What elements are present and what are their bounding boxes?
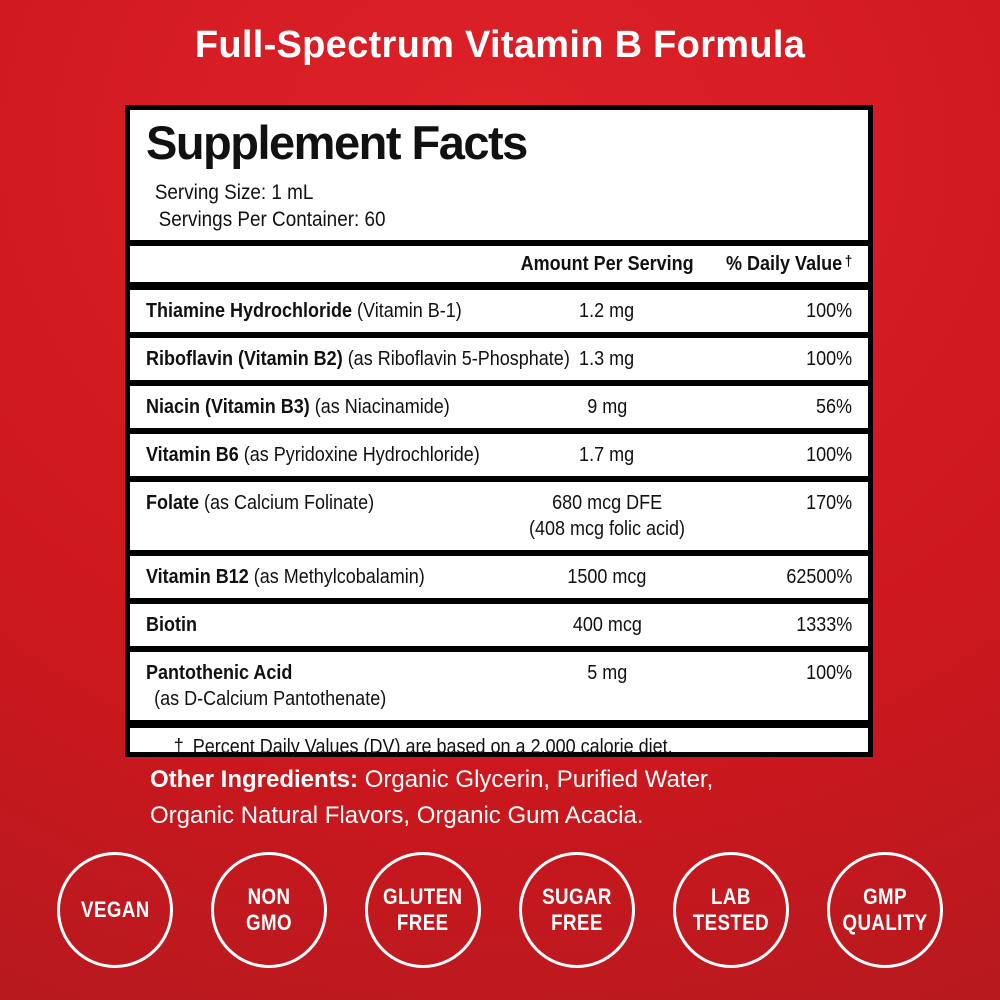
nutrient-daily-value: 100% [805, 444, 852, 467]
nutrient-amount: 1.2 mg [579, 300, 635, 323]
separator [130, 598, 868, 605]
nutrient-name: Biotin [146, 612, 502, 638]
nutrient-daily-value: 100% [805, 662, 852, 685]
nutrient-name-bold: Folate [146, 492, 200, 515]
nutrient-daily-value: 170% [805, 492, 852, 515]
supplement-facts-panel: Supplement Facts Serving Size: 1 mL Serv… [125, 105, 873, 758]
nutrient-amount: 1500 mcg [567, 566, 647, 589]
separator [130, 380, 868, 387]
nutrient-name: Pantothenic Acid (as D-Calcium Pantothena… [146, 660, 502, 712]
serving-info: Serving Size: 1 mL Servings Per Containe… [146, 180, 852, 233]
nutrient-row-vitamin-b12: Vitamin B12 (as Methylcobalamin) 1500 mc… [130, 556, 868, 598]
nutrient-amount-line2: (408 mcg folic acid) [528, 518, 686, 541]
separator [130, 646, 868, 653]
supplement-facts-title: Supplement Facts [146, 116, 528, 169]
separator [130, 282, 868, 291]
badge-lab-tested: LAB TESTED [673, 852, 789, 968]
nutrient-amount: 1.7 mg [579, 444, 635, 467]
nutrient-name-bold: Riboflavin (Vitamin B2) [146, 348, 343, 371]
nutrient-name-bold: Thiamine Hydrochloride [146, 300, 353, 323]
nutrient-daily-value: 100% [805, 300, 852, 323]
separator [130, 332, 868, 339]
nutrient-amount: 680 mcg DFE (408 mcg folic acid) [502, 490, 712, 542]
nutrient-name-detail: (as Pyridoxine Hydrochloride) [238, 444, 480, 467]
nutrient-row-biotin: Biotin 400 mcg 1333% [130, 604, 868, 646]
nutrient-daily-value: 62500% [785, 566, 852, 589]
separator [130, 240, 868, 247]
dagger-icon: † [173, 736, 184, 759]
header-amount-per-serving: Amount Per Serving [520, 253, 694, 276]
nutrient-row-thiamine: Thiamine Hydrochloride (Vitamin B-1) 1.2… [130, 290, 868, 332]
nutrient-amount: 9 mg [586, 396, 628, 419]
nutrient-name-detail: (Vitamin B-1) [352, 300, 462, 323]
nutrient-daily-value: 100% [805, 348, 852, 371]
badge-gluten-free: GLUTEN FREE [365, 852, 481, 968]
nutrient-name: Thiamine Hydrochloride (Vitamin B-1) [146, 298, 502, 324]
nutrient-amount: 400 mcg [572, 614, 642, 637]
table-header-row: Amount Per Serving % Daily Value † [130, 246, 868, 282]
other-ingredients-line1: Other Ingredients: Organic Glycerin, Pur… [150, 766, 714, 793]
serving-size: Serving Size: 1 mL [154, 181, 314, 205]
daily-value-footnote: † Percent Daily Values (DV) are based on … [130, 728, 868, 767]
nutrient-name-bold: Vitamin B6 [146, 444, 239, 467]
separator [130, 550, 868, 557]
nutrient-row-riboflavin: Riboflavin (Vitamin B2) (as Riboflavin 5… [130, 338, 868, 380]
page-title: Full-Spectrum Vitamin B Formula [194, 24, 806, 66]
badge-sugar-free: SUGAR FREE [519, 852, 635, 968]
servings-per-container: Servings Per Container: 60 [158, 207, 386, 231]
nutrient-name-bold: Niacin (Vitamin B3) [146, 396, 310, 419]
nutrient-row-folate: Folate (as Calcium Folinate) 680 mcg DFE… [130, 482, 868, 550]
nutrient-name: Niacin (Vitamin B3) (as Niacinamide) [146, 394, 502, 420]
badge-row: VEGAN NON GMO GLUTEN FREE SUGAR FREE LAB TES… [0, 852, 1000, 968]
footnote-text: Percent Daily Values (DV) are based on a… [192, 736, 673, 759]
nutrient-name-line2: (as D-Calcium Pantothenate) [154, 688, 387, 711]
header-percent-daily-value: % Daily Value † [726, 253, 853, 276]
nutrient-amount: 5 mg [586, 662, 628, 685]
nutrient-row-niacin: Niacin (Vitamin B3) (as Niacinamide) 9 m… [130, 386, 868, 428]
nutrient-daily-value: 56% [815, 396, 852, 419]
other-ingredients-label: Other Ingredients: [150, 766, 359, 793]
nutrient-name-detail: (as Riboflavin 5-Phosphate) [342, 348, 570, 371]
other-ingredients-line2: Organic Natural Flavors, Organic Gum Aca… [150, 802, 644, 829]
nutrient-daily-value: 1333% [795, 614, 852, 637]
nutrient-name-detail: (as Niacinamide) [309, 396, 450, 419]
nutrient-name: Vitamin B6 (as Pyridoxine Hydrochloride) [146, 442, 502, 468]
nutrient-row-vitamin-b6: Vitamin B6 (as Pyridoxine Hydrochloride)… [130, 434, 868, 476]
separator [130, 720, 868, 729]
nutrient-name: Folate (as Calcium Folinate) [146, 490, 502, 516]
nutrient-name-detail: (as Calcium Folinate) [199, 492, 375, 515]
badge-non-gmo: NON GMO [211, 852, 327, 968]
nutrient-name: Riboflavin (Vitamin B2) (as Riboflavin 5… [146, 346, 570, 372]
nutrient-name-bold: Pantothenic Acid [146, 662, 293, 685]
separator [130, 476, 868, 483]
dagger-icon: † [844, 253, 853, 271]
separator [130, 428, 868, 435]
nutrient-name: Vitamin B12 (as Methylcobalamin) [146, 564, 502, 590]
badge-gmp-quality: GMP QUALITY [827, 852, 943, 968]
other-ingredients: Other Ingredients: Organic Glycerin, Pur… [150, 762, 870, 834]
badge-vegan: VEGAN [57, 852, 173, 968]
nutrient-name-bold: Biotin [146, 614, 197, 637]
nutrient-name-bold: Vitamin B12 [146, 566, 249, 589]
nutrient-name-detail: (as Methylcobalamin) [248, 566, 425, 589]
nutrient-row-pantothenic-acid: Pantothenic Acid (as D-Calcium Pantothena… [130, 652, 868, 720]
nutrient-amount: 1.3 mg [579, 348, 635, 371]
